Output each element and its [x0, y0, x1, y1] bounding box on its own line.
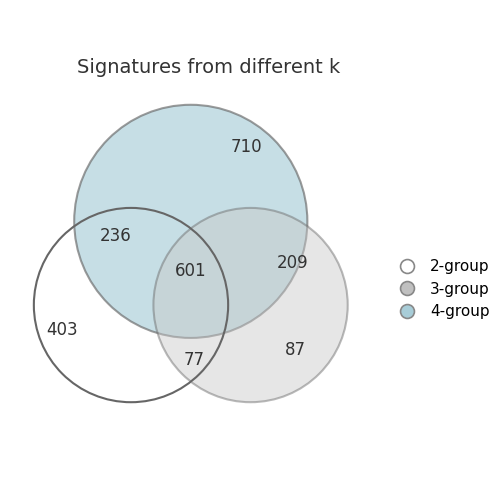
Text: 209: 209 [277, 254, 308, 272]
Text: 403: 403 [46, 322, 78, 340]
Title: Signatures from different k: Signatures from different k [77, 58, 340, 77]
Text: 236: 236 [100, 227, 132, 245]
Text: 710: 710 [230, 138, 262, 156]
Circle shape [74, 105, 307, 338]
Circle shape [153, 208, 348, 402]
Text: 87: 87 [285, 341, 306, 359]
Text: 601: 601 [175, 262, 207, 280]
Legend: 2-group, 3-group, 4-group: 2-group, 3-group, 4-group [386, 253, 496, 326]
Text: 77: 77 [183, 351, 204, 369]
